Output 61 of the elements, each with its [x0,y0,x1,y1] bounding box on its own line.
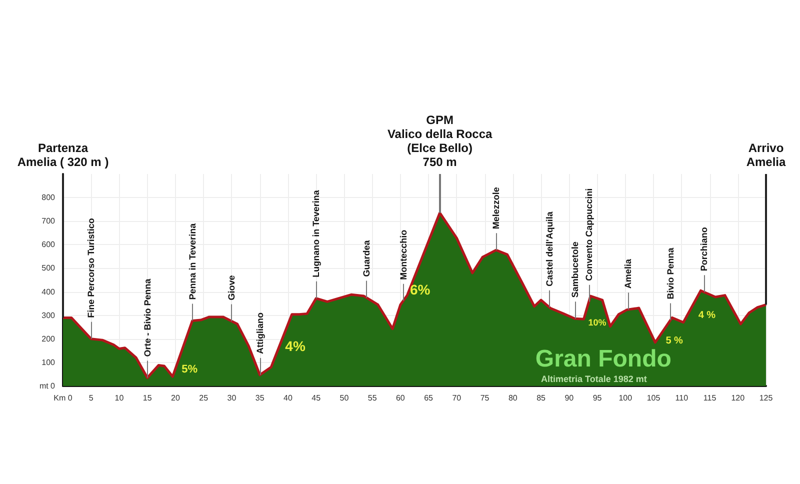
x-tick-label: 40 [284,394,293,402]
x-tick-label: 115 [703,394,717,402]
annotation: 5 % [666,336,684,347]
x-tick-label: 65 [424,394,434,402]
x-tick-label: 30 [227,394,237,402]
annotation: Altimetria Totale 1982 mt [541,374,647,384]
y-tick-label: 400 [42,287,56,296]
ref-line-label: Amelia [623,258,634,289]
x-tick-label: 15 [142,394,152,402]
annotation: 4% [285,338,306,354]
ref-line-label: Partenza Amelia ( 320 m ) [17,141,109,169]
x-tick-label: 80 [508,394,518,402]
x-tick-label: 110 [675,394,689,402]
x-tick-label: 105 [646,394,661,402]
annotation: 5% [182,364,198,376]
ref-line-label: Guardea [362,239,372,277]
y-tick-label: 200 [42,334,56,344]
x-tick-label: 95 [592,394,602,402]
ref-line-label: Castel dell'Aquila [544,210,554,286]
x-tick-label: 70 [452,394,462,402]
annotation: 10% [588,317,606,328]
y-tick-label: 300 [42,310,56,320]
ref-line-label: Melezzole [491,187,502,230]
x-tick-label: 50 [340,394,350,402]
y-tick-label: 800 [42,193,56,202]
x-tick-label: 45 [312,394,322,402]
ref-line-label: Montecchio [398,229,408,280]
y-tick-label: 700 [42,216,56,226]
ref-line-label: Attigliano [254,312,265,354]
x-tick-label: 5 [88,394,94,402]
ref-line-label: Porchiano [699,226,710,272]
y-tick-label: 500 [42,264,56,273]
x-tick-label: Km 0 [54,394,73,402]
x-tick-label: 125 [759,394,774,402]
x-tick-label: 85 [536,394,546,402]
x-tick-label: 35 [255,394,265,402]
ref-line-label: Arrivo Amelia [746,141,786,169]
x-tick-label: 100 [618,394,633,402]
annotation: 4 % [698,310,716,321]
annotation: 6% [410,281,431,298]
y-tick-label: 600 [42,240,56,250]
ref-line-label: GPM Valico della Rocca (Elce Bello) 750 m [387,113,492,169]
x-tick-label: 25 [199,394,209,402]
x-tick-label: 120 [731,394,746,402]
y-tick-label: 100 [42,358,56,367]
x-tick-label: 55 [368,394,378,402]
y-tick-label: mt 0 [39,382,56,390]
x-tick-label: 75 [480,394,490,402]
ref-line-label: Convento Cappuccini [584,188,594,281]
ref-line-label: Bivio Penna [665,246,676,300]
ref-line-label: Lugnano in Teverina [311,189,322,278]
ref-line-label: Giove [226,275,237,300]
x-tick-label: 10 [114,394,124,402]
x-tick-label: 20 [171,394,180,402]
x-tick-label: 60 [396,394,406,402]
ref-line-label: Penna in Teverina [187,222,198,300]
annotation: Gran Fondo [535,345,672,372]
ref-line-label: Fine Percorso Turistico [86,218,96,318]
x-tick-label: 90 [564,394,574,402]
ref-line-label: Sambucetole [570,242,580,298]
ref-line-label: Orte - Bivio Penna [142,278,152,357]
